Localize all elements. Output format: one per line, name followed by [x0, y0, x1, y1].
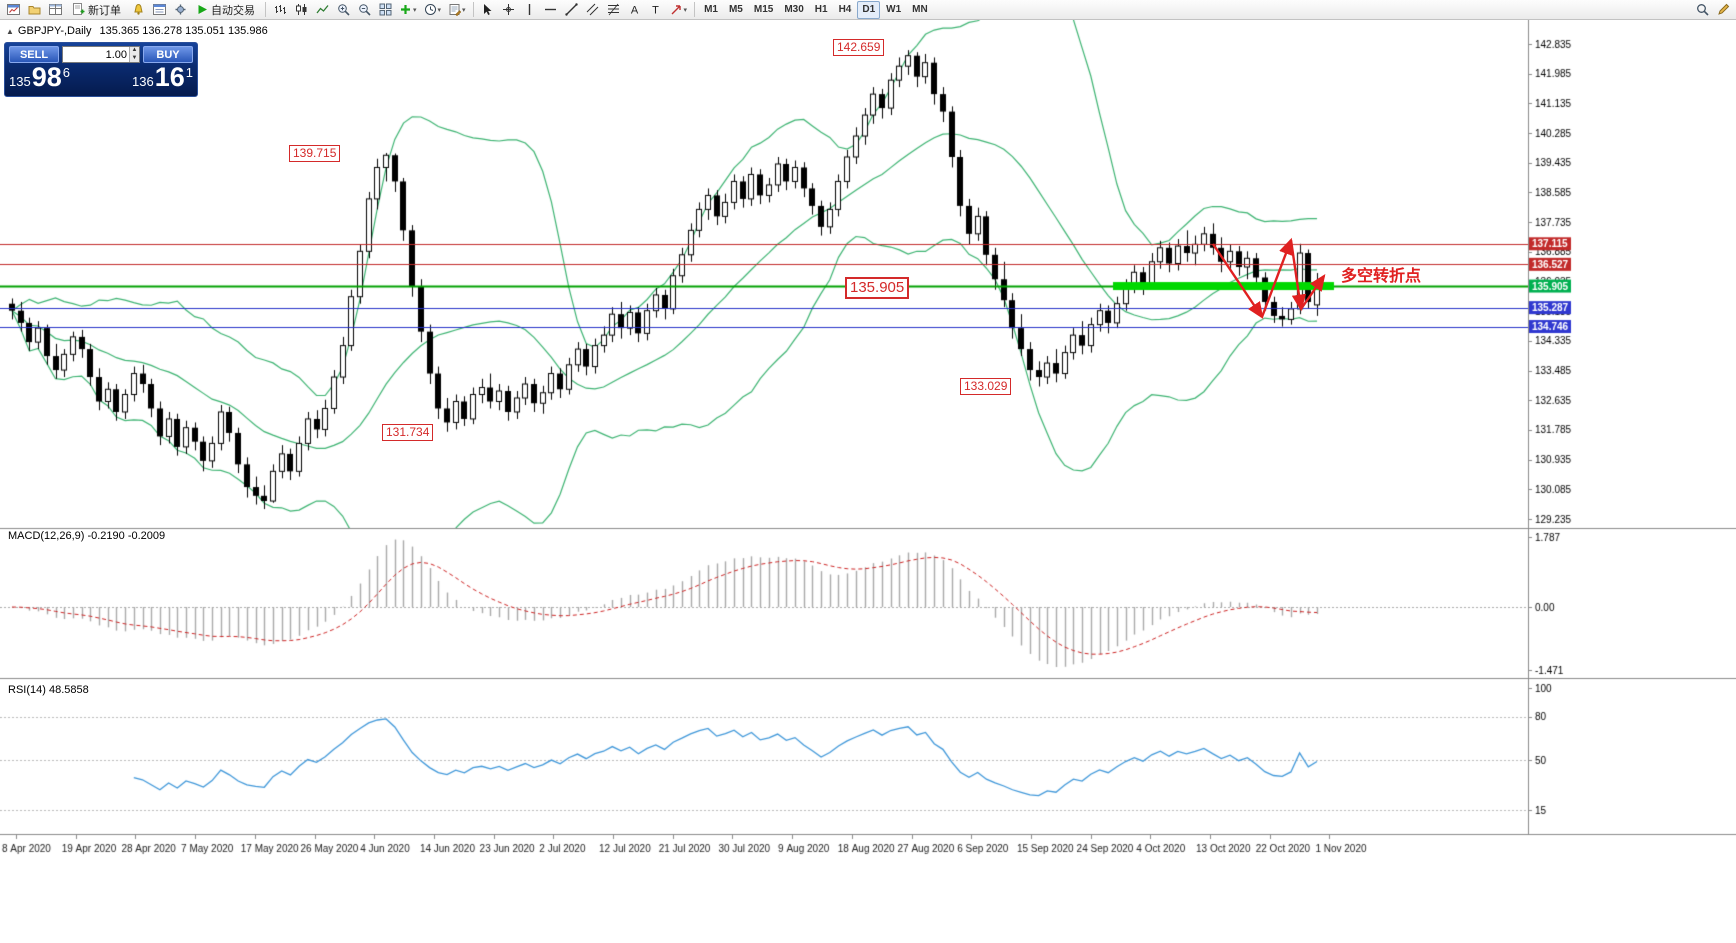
sell-price-pipette: 6 [62, 65, 70, 80]
volume-increase-button[interactable]: ▲ [131, 47, 138, 53]
toolbar-separator [472, 2, 474, 17]
horizontal-line-icon[interactable] [541, 1, 561, 19]
search-icon[interactable] [1692, 1, 1712, 19]
new-order-label: 新订单 [88, 4, 121, 17]
sell-button[interactable]: SELL [9, 46, 59, 63]
strategy-tester-icon[interactable] [170, 1, 190, 19]
volume-box: ▲ ▼ [62, 46, 140, 63]
sell-price: 135 98 6 [9, 64, 70, 91]
alerts-icon[interactable] [128, 1, 148, 19]
chart-window: ▲ GBPJPY-,Daily 135.365 136.278 135.051 13… [0, 20, 1736, 943]
zoom-out-icon[interactable] [354, 1, 374, 19]
trendline-icon[interactable] [562, 1, 582, 19]
indicators-icon[interactable]: ▾ [396, 1, 420, 19]
toolbar-separator [265, 2, 266, 17]
market-watch-icon[interactable] [45, 1, 65, 19]
zoom-in-icon[interactable] [333, 1, 353, 19]
vertical-line-icon[interactable] [520, 1, 540, 19]
timeframe-w1-button[interactable]: W1 [881, 1, 906, 19]
buy-price: 136 16 1 [132, 64, 193, 91]
arrows-icon[interactable]: ▾ [667, 1, 691, 19]
new-order-icon [72, 3, 85, 16]
timeframe-m1-button[interactable]: M1 [699, 1, 723, 19]
timeframe-h4-button[interactable]: H4 [834, 1, 857, 19]
cursor-icon[interactable] [478, 1, 498, 19]
candlestick-chart-icon[interactable] [291, 1, 311, 19]
utility-buttons-group [128, 1, 190, 19]
right-buttons-group [1692, 1, 1733, 19]
timeframe-h1-button[interactable]: H1 [810, 1, 833, 19]
toolbar-separator [694, 2, 696, 17]
chart-profiles-icon[interactable] [24, 1, 44, 19]
equidistant-channel-icon[interactable] [583, 1, 603, 19]
svg-text:A: A [631, 5, 639, 17]
volume-spinner: ▲ ▼ [129, 47, 139, 62]
timeframe-m30-button[interactable]: M30 [779, 1, 808, 19]
new-chart-icon[interactable] [3, 1, 23, 19]
volume-decrease-button[interactable]: ▼ [131, 54, 138, 61]
crosshair-icon[interactable] [499, 1, 519, 19]
bar-chart-icon[interactable] [270, 1, 290, 19]
autotrading-label: 自动交易 [211, 4, 255, 17]
periods-icon[interactable]: ▾ [421, 1, 445, 19]
data-window-icon[interactable] [149, 1, 169, 19]
buy-price-big: 16 [154, 62, 185, 92]
chart-buttons-group: ▾ ▾ ▾ [270, 1, 469, 19]
fibonacci-icon[interactable] [604, 1, 624, 19]
sell-price-prefix: 135 [9, 74, 31, 89]
text-label-icon[interactable]: T [646, 1, 666, 19]
buy-button[interactable]: BUY [143, 46, 193, 63]
timeframe-m15-button[interactable]: M15 [749, 1, 778, 19]
svg-text:T: T [652, 5, 659, 17]
timeframe-mn-button[interactable]: MN [907, 1, 933, 19]
window-buttons-group [3, 1, 65, 19]
autotrading-button[interactable]: 自动交易 [191, 1, 261, 19]
drawing-tools-group: A T ▾ [478, 1, 691, 19]
edit-icon[interactable] [1713, 1, 1733, 19]
price-chart-canvas[interactable] [0, 20, 1736, 943]
buy-price-pipette: 1 [185, 65, 193, 80]
autotrading-play-icon [197, 4, 208, 15]
templates-icon[interactable]: ▾ [445, 1, 469, 19]
timeframe-m5-button[interactable]: M5 [724, 1, 748, 19]
sell-price-big: 98 [31, 62, 62, 92]
text-icon[interactable]: A [625, 1, 645, 19]
line-chart-icon[interactable] [312, 1, 332, 19]
timeframe-d1-button[interactable]: D1 [857, 0, 881, 19]
volume-input[interactable] [63, 47, 130, 62]
timeframe-buttons-group: M1 M5 M15 M30 H1 H4 D1 W1 MN [699, 0, 933, 19]
new-order-button[interactable]: 新订单 [66, 1, 127, 19]
main-toolbar: 新订单 自动交易 ▾ ▾ ▾ A T ▾ M1 M5 M15 M30 H1 H4 D1 W1 MN [0, 0, 1736, 20]
tile-windows-icon[interactable] [375, 1, 395, 19]
buy-price-prefix: 136 [132, 74, 154, 89]
